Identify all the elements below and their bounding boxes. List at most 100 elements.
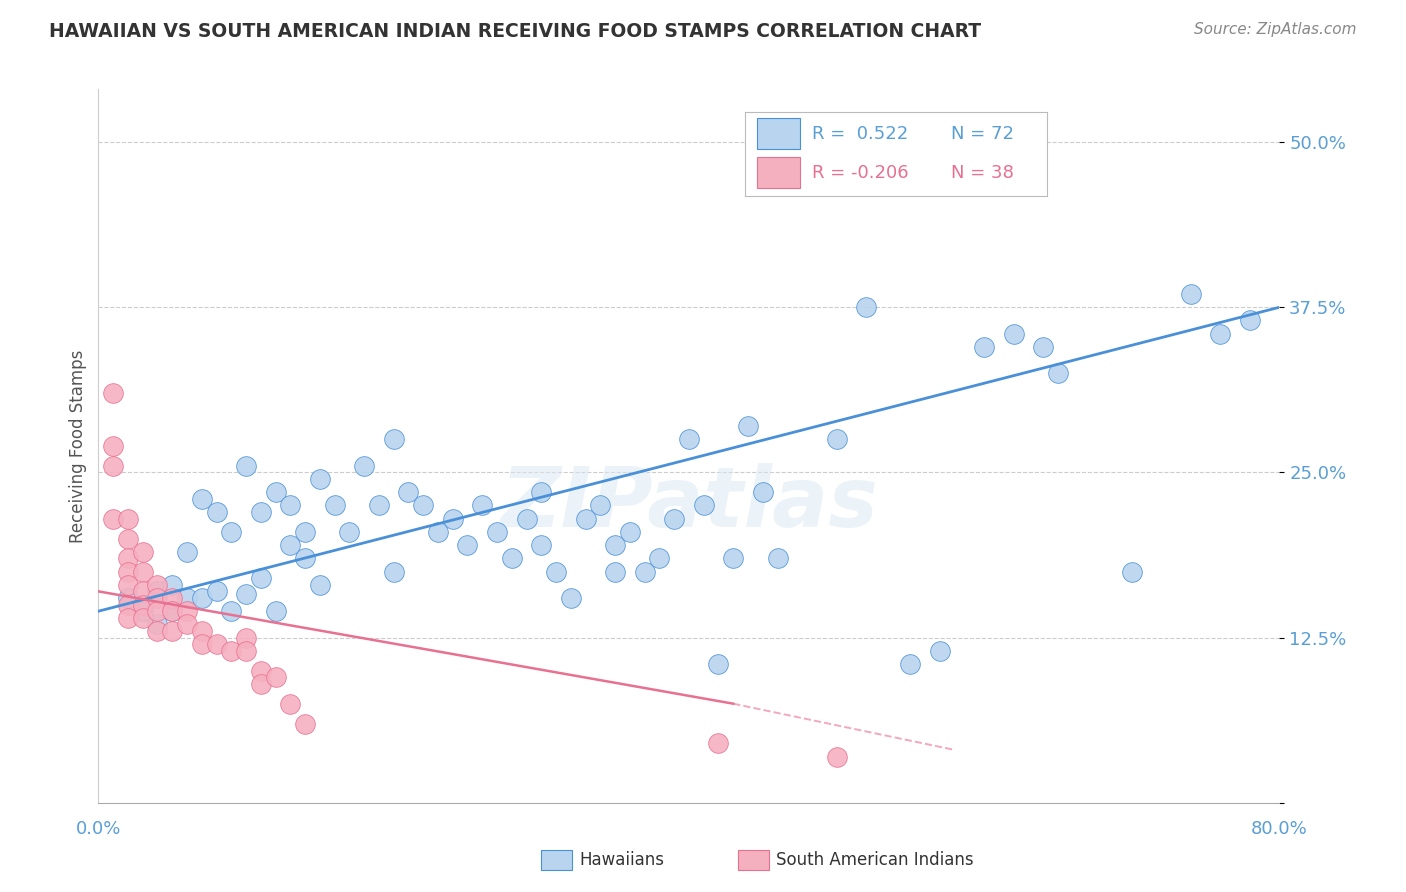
Point: [132, 598, 155, 612]
Point: [309, 472, 332, 486]
Point: [117, 591, 139, 605]
Point: [382, 565, 405, 579]
Point: [205, 505, 228, 519]
Point: [1121, 565, 1143, 579]
Point: [219, 604, 242, 618]
Point: [278, 697, 302, 711]
Text: 0.0%: 0.0%: [76, 820, 121, 838]
Point: [176, 604, 198, 618]
Point: [427, 524, 450, 539]
Point: [117, 598, 139, 612]
Text: Hawaiians: Hawaiians: [579, 851, 664, 869]
Point: [250, 664, 273, 678]
Point: [471, 499, 494, 513]
Point: [235, 644, 257, 658]
Point: [707, 657, 730, 671]
Point: [382, 433, 405, 447]
Point: [1209, 326, 1232, 341]
Point: [103, 511, 125, 525]
Point: [191, 591, 214, 605]
Y-axis label: Receiving Food Stamps: Receiving Food Stamps: [69, 350, 87, 542]
Point: [132, 604, 155, 618]
Point: [235, 458, 257, 473]
Point: [721, 551, 744, 566]
Point: [323, 499, 346, 513]
Point: [264, 485, 287, 500]
Point: [235, 587, 257, 601]
Bar: [758, 157, 800, 188]
Point: [486, 524, 509, 539]
Point: [132, 545, 155, 559]
Point: [219, 644, 242, 658]
Point: [176, 591, 198, 605]
Point: [162, 604, 183, 618]
Point: [191, 624, 214, 638]
Point: [368, 499, 391, 513]
Point: [278, 538, 302, 552]
Point: [560, 591, 582, 605]
Text: ZIPatlas: ZIPatlas: [501, 463, 877, 543]
Point: [309, 578, 332, 592]
Point: [664, 511, 686, 525]
Point: [456, 538, 478, 552]
Point: [574, 511, 596, 525]
Point: [530, 538, 553, 552]
Point: [337, 524, 360, 539]
Point: [294, 551, 316, 566]
Text: R =  0.522: R = 0.522: [811, 125, 908, 143]
Point: [294, 524, 316, 539]
Point: [294, 716, 316, 731]
Point: [605, 565, 627, 579]
Point: [162, 578, 183, 592]
Point: [250, 571, 273, 585]
Point: [117, 565, 139, 579]
Point: [973, 340, 995, 354]
Point: [103, 439, 125, 453]
Text: N = 72: N = 72: [950, 125, 1014, 143]
Text: Source: ZipAtlas.com: Source: ZipAtlas.com: [1194, 22, 1357, 37]
Point: [162, 604, 183, 618]
Point: [162, 624, 183, 638]
Point: [146, 624, 169, 638]
Point: [205, 584, 228, 599]
Point: [103, 386, 125, 401]
Point: [855, 300, 877, 314]
Point: [132, 565, 155, 579]
Point: [544, 565, 567, 579]
Point: [235, 631, 257, 645]
Point: [589, 499, 612, 513]
Point: [619, 524, 641, 539]
Point: [1180, 287, 1202, 301]
Point: [605, 538, 627, 552]
Point: [678, 433, 700, 447]
Point: [117, 611, 139, 625]
Point: [146, 591, 169, 605]
Point: [928, 644, 950, 658]
Point: [1002, 326, 1025, 341]
Bar: [758, 119, 800, 149]
Point: [117, 511, 139, 525]
Text: South American Indians: South American Indians: [776, 851, 974, 869]
Point: [117, 532, 139, 546]
Text: R = -0.206: R = -0.206: [811, 163, 908, 181]
Point: [515, 511, 537, 525]
Point: [396, 485, 419, 500]
Point: [707, 736, 730, 750]
Text: HAWAIIAN VS SOUTH AMERICAN INDIAN RECEIVING FOOD STAMPS CORRELATION CHART: HAWAIIAN VS SOUTH AMERICAN INDIAN RECEIV…: [49, 22, 981, 41]
Point: [264, 604, 287, 618]
Point: [1239, 313, 1261, 327]
Point: [737, 419, 759, 434]
Point: [219, 524, 242, 539]
Point: [103, 458, 125, 473]
Point: [191, 491, 214, 506]
Point: [501, 551, 523, 566]
Point: [900, 657, 922, 671]
Point: [264, 670, 287, 684]
Point: [176, 545, 198, 559]
Point: [648, 551, 671, 566]
Point: [117, 551, 139, 566]
Point: [751, 485, 773, 500]
Point: [825, 433, 848, 447]
Point: [250, 677, 273, 691]
Point: [441, 511, 464, 525]
